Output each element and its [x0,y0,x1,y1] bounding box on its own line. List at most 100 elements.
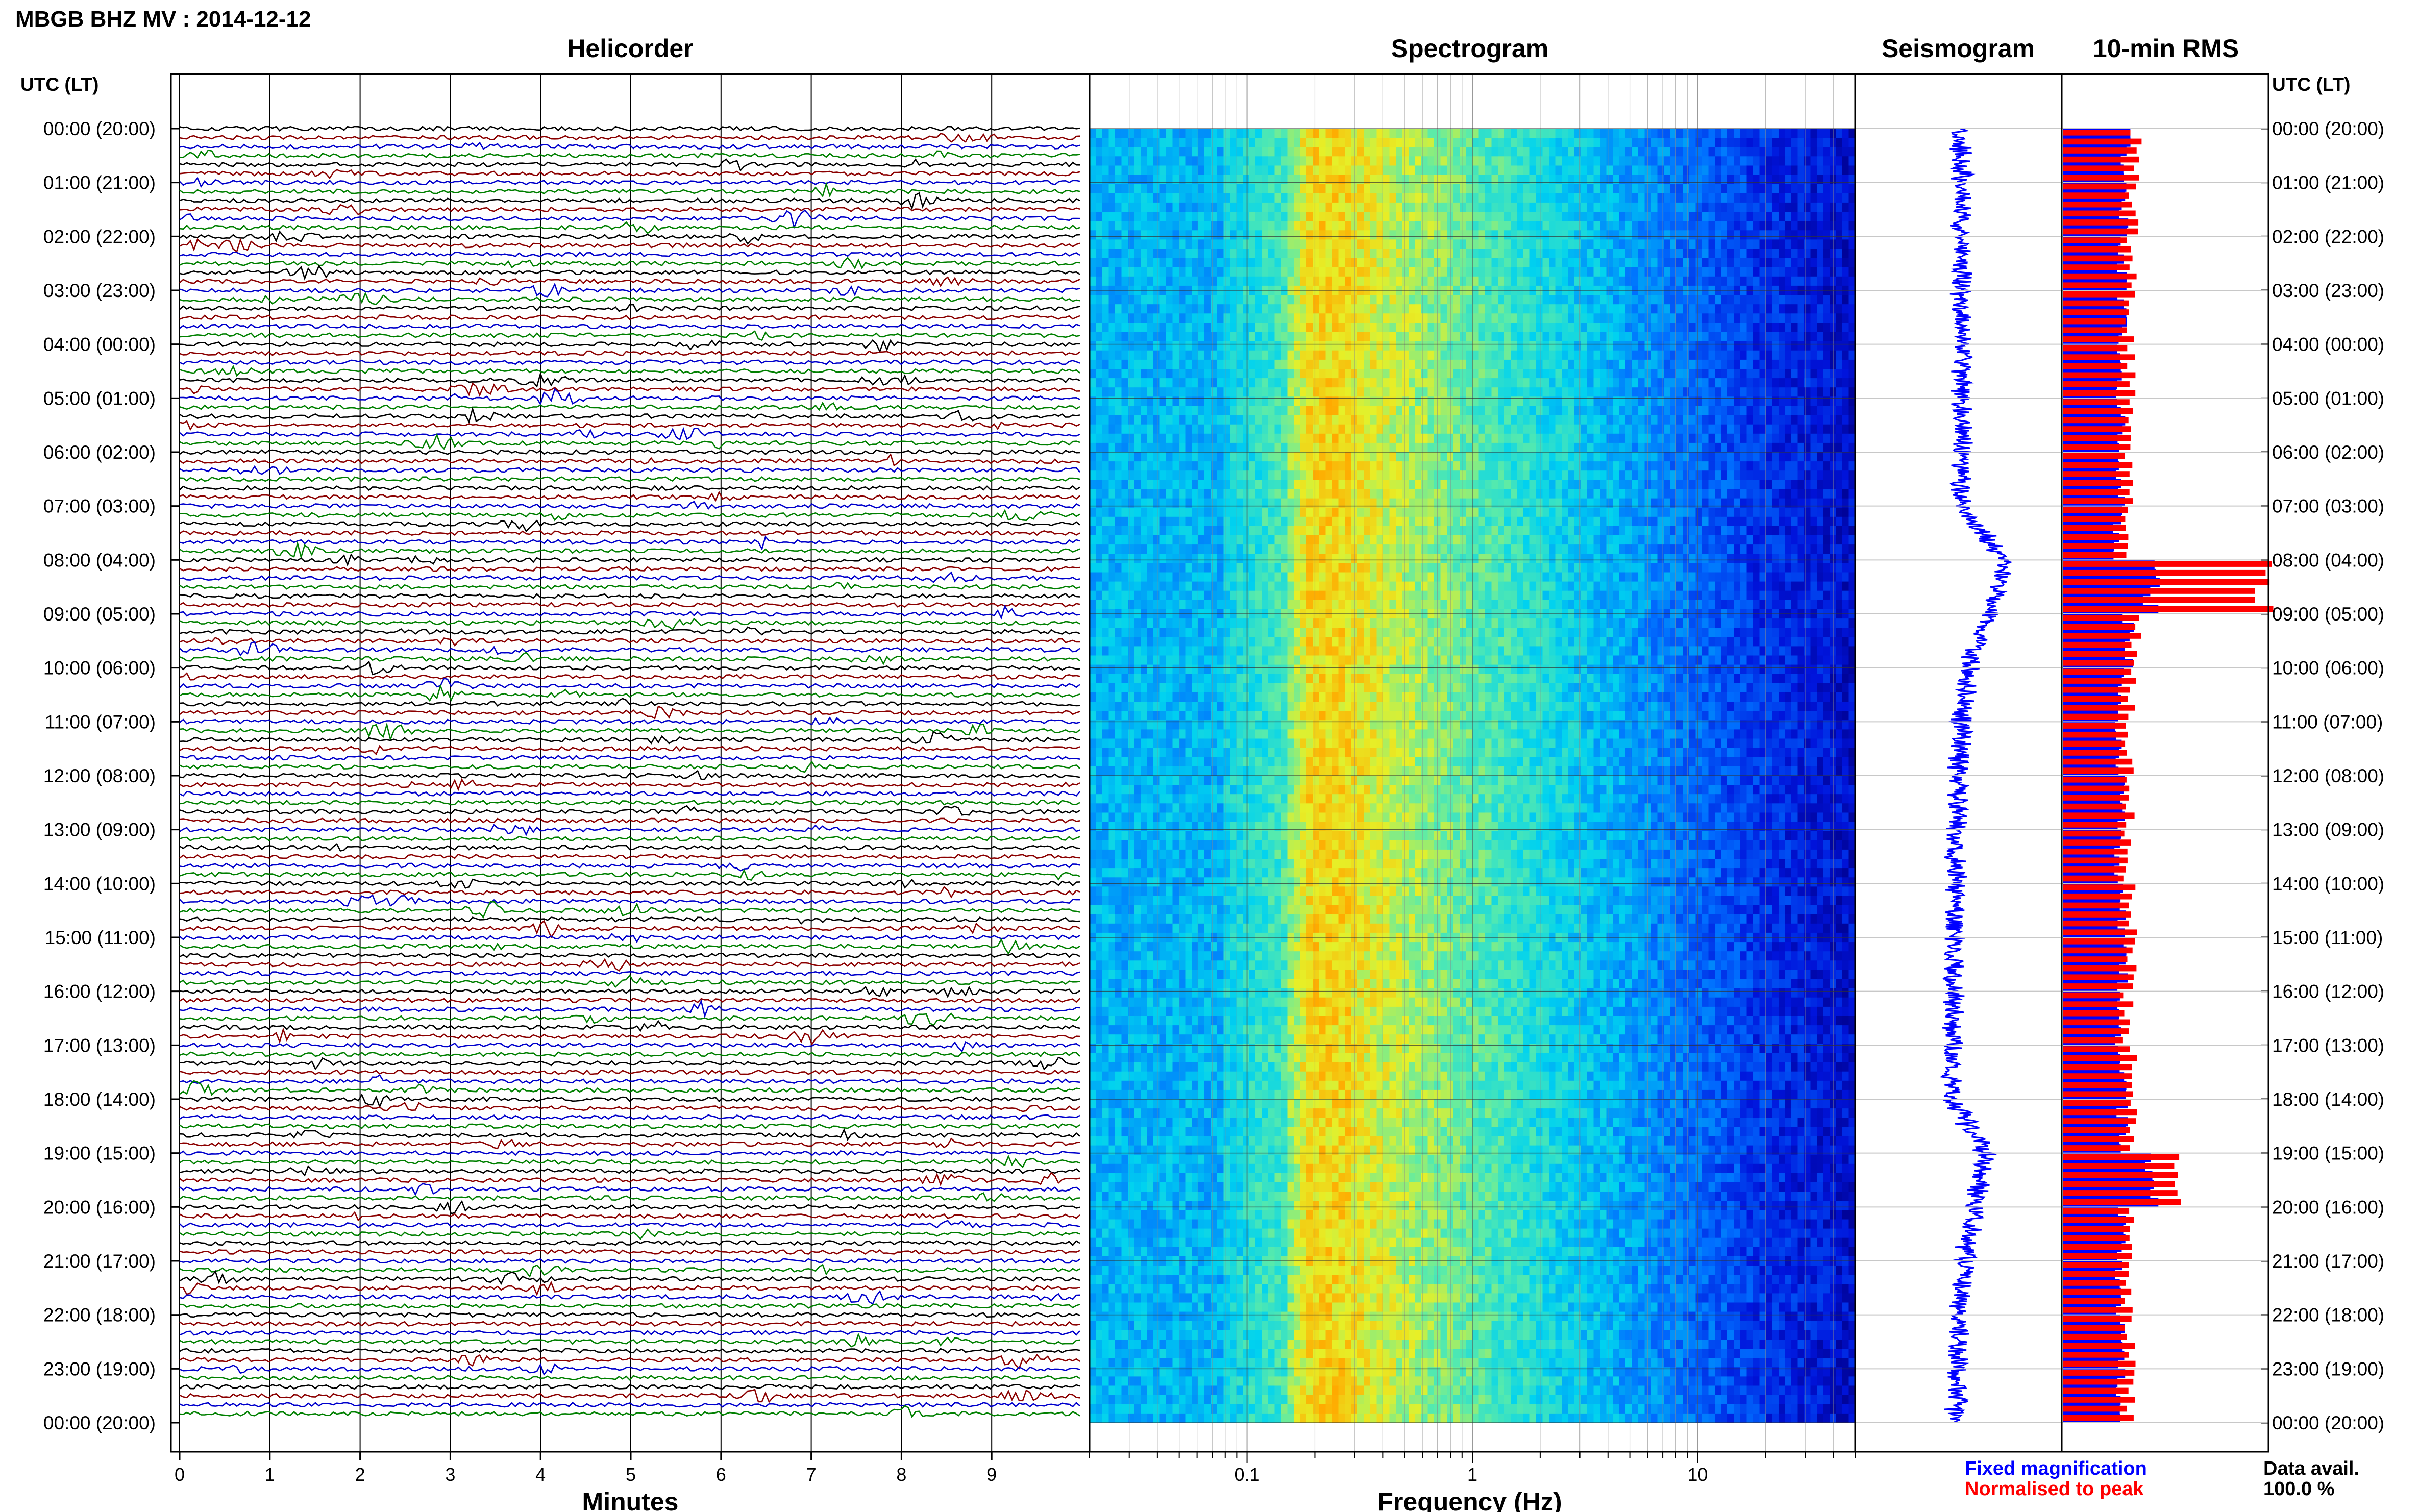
spectrogram-cell [1243,267,1250,277]
spectrogram-cell [1268,470,1275,481]
spectrogram-cell [1141,1016,1148,1026]
spectrogram-cell [1262,831,1269,841]
spectrogram-cell [1096,1062,1103,1072]
spectrogram-cell [1179,1006,1186,1017]
spectrogram-cell [1198,590,1205,601]
spectrogram-cell [1185,1321,1192,1331]
spectrogram-cell [1300,406,1307,416]
spectrogram-cell [1204,1228,1212,1238]
spectrogram-cell [1262,923,1269,933]
spectrogram-cell [1185,1118,1192,1128]
spectrogram-cell [1217,877,1224,887]
spectrogram-cell [1300,868,1307,878]
spectrogram-cell [1128,258,1135,268]
spectrogram-cell [1102,129,1109,138]
spectrogram-cell [1128,840,1135,850]
spectrogram-cell [1262,1228,1269,1238]
spectrogram-cell [1192,868,1199,878]
spectrogram-cell [1268,1118,1275,1128]
spectrogram-cell [1159,1127,1167,1137]
spectrogram-cell [1153,544,1161,554]
spectrogram-cell [1281,1385,1288,1396]
spectrogram-cell [1192,535,1199,545]
spectrogram-cell [1192,655,1199,665]
spectrogram-cell [1230,1154,1237,1164]
spectrogram-cell [1192,637,1199,647]
spectrogram-cell [1134,165,1141,176]
helicorder-heading: Helicorder [567,34,693,63]
spectrogram-cell [1192,1395,1199,1405]
spectrogram-cell [1287,1127,1294,1137]
spectrogram-cell [1198,803,1205,813]
helicorder-trace [179,553,1080,567]
spectrogram-cell [1141,1173,1148,1183]
spectrogram-cell [1185,1266,1192,1275]
spectrogram-cell [1281,554,1288,564]
spectrogram-cell [1223,729,1230,739]
spectrogram-cell [1128,674,1135,684]
spectrogram-cell [1243,1376,1250,1386]
helicorder-trace [179,1375,1080,1381]
spectrogram-cell [1287,1136,1294,1146]
spectrogram-cell [1096,683,1103,693]
spectrogram-cell [1172,452,1179,462]
spectrogram-cell [1108,1376,1116,1386]
spectrogram-cell [1102,230,1109,240]
spectrogram-cell [1141,516,1148,527]
spectrogram-cell [1294,886,1301,897]
spectrogram-cell [1172,535,1179,545]
spectrogram-cell [1255,221,1263,231]
spectrogram-cell [1249,498,1256,508]
spectrogram-cell [1172,1044,1179,1054]
spectrogram-cell [1262,720,1269,730]
spectrogram-cell [1249,1395,1256,1405]
spectrogram-cell [1108,896,1116,906]
spectrogram-cell [1306,563,1314,573]
spectrogram-cell [1236,396,1243,407]
spectrogram-cell [1147,896,1154,906]
spectrogram-cell [1274,267,1281,277]
spectrogram-cell [1147,1349,1154,1358]
spectrogram-cell [1172,1284,1179,1294]
spectrogram-cell [1121,1071,1128,1081]
spectrogram-cell [1230,1182,1237,1192]
spectrogram-cell [1147,1219,1154,1229]
spectrogram-cell [1217,803,1224,813]
spectrogram-cell [1300,646,1307,656]
spectrogram-cell [1115,628,1122,638]
spectrogram-cell [1262,359,1269,369]
spectrogram-cell [1223,387,1230,398]
spectrogram-cell [1300,470,1307,481]
spectrogram-cell [1102,1145,1109,1155]
spectrogram-cell [1121,1385,1128,1396]
spectrogram-cell [1223,267,1230,277]
spectrogram-cell [1153,840,1161,850]
spectrogram-cell [1172,175,1179,185]
spectrogram-cell [1192,674,1199,684]
spectrogram-cell [1185,332,1192,342]
spectrogram-cell [1230,563,1237,573]
spectrogram-cell [1268,258,1275,268]
spectrogram-cell [1300,1163,1307,1174]
spectrogram-cell [1217,258,1224,268]
spectrogram-cell [1102,1266,1109,1275]
spectrogram-cell [1102,1071,1109,1081]
spectrogram-cell [1236,859,1243,869]
spectrogram-cell [1192,1053,1199,1063]
spectrogram-cell [1204,1376,1212,1386]
spectrogram-cell [1102,332,1109,342]
spectrogram-cell [1230,369,1237,379]
spectrogram-cell [1294,350,1301,360]
spectrogram-cell [1115,1237,1122,1248]
spectrogram-cell [1147,239,1154,250]
spectrogram-cell [1281,970,1288,980]
spectrogram-cell [1115,1044,1122,1054]
spectrogram-cell [1274,970,1281,980]
spectrogram-cell [1236,600,1243,610]
spectrogram-cell [1294,1192,1301,1201]
spectrogram-cell [1300,1210,1307,1220]
spectrogram-cell [1166,664,1173,675]
spectrogram-cell [1159,212,1167,221]
spectrogram-cell [1281,831,1288,841]
spectrogram-cell [1096,1340,1103,1349]
